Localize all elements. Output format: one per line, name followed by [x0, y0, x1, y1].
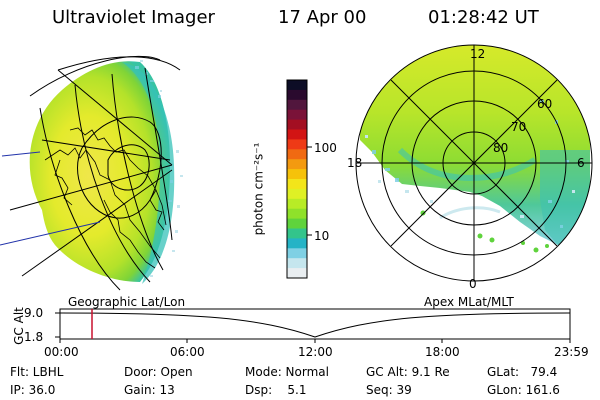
colorbar-segment [287, 188, 307, 200]
colorbar [287, 80, 307, 279]
geographic-label: Geographic Lat/Lon [68, 295, 186, 309]
colorbar-segment [287, 248, 307, 259]
colorbar-segment [287, 258, 307, 269]
polar-label-18: 18 [347, 156, 363, 170]
polar-label-12: 12 [470, 47, 486, 61]
app-title: Ultraviolet Imager [52, 7, 215, 28]
colorbar-segment [287, 179, 307, 190]
colorbar-segment [287, 208, 307, 220]
x-label-2359: 23:59 [554, 345, 589, 359]
filter-value: Flt: LBHL [10, 365, 64, 379]
colorbar-label-100: 100 [314, 141, 337, 155]
colorbar-label-10: 10 [314, 229, 330, 243]
mode-value: Mode: Normal [245, 365, 329, 379]
y-label-9: 9.0 [24, 306, 44, 320]
dsp-value: Dsp: 5.1 [245, 383, 307, 397]
polar-label-60: 60 [537, 97, 553, 111]
date-label: 17 Apr 00 [278, 7, 367, 28]
glat-value: GLat: 79.4 [487, 365, 558, 379]
colorbar-segment [287, 109, 307, 121]
timeline-plot [55, 308, 571, 343]
colorbar-segment [287, 129, 307, 140]
y-label-1-8: 1.8 [24, 330, 44, 344]
colorbar-segment [287, 228, 307, 239]
colorbar-segment [287, 238, 307, 249]
polar-plot [355, 44, 593, 282]
colorbar-segment [287, 159, 307, 170]
time-label: 01:28:42 UT [428, 7, 539, 28]
polar-label-70: 70 [511, 120, 527, 134]
apex-label: Apex MLat/MLT [424, 295, 514, 309]
colorbar-segment [287, 99, 307, 111]
x-label-0600: 06:00 [170, 345, 205, 359]
colorbar-segment [287, 89, 307, 101]
colorbar-segment [287, 80, 307, 91]
ip-value: IP: 36.0 [10, 383, 56, 397]
seq-value: Seq: 39 [366, 383, 412, 397]
door-value: Door: Open [124, 365, 193, 379]
colorbar-segment [287, 169, 307, 180]
colorbar-segment [287, 149, 307, 160]
gain-value: Gain: 13 [124, 383, 175, 397]
glon-value: GLon: 161.6 [487, 383, 560, 397]
x-label-1800: 18:00 [425, 345, 460, 359]
colorbar-unit-label: photon cm⁻²s⁻¹ [251, 142, 266, 236]
x-label-1200: 12:00 [298, 345, 333, 359]
polar-label-80: 80 [493, 141, 509, 155]
colorbar-segment [287, 218, 307, 229]
polar-label-6: 6 [577, 156, 585, 170]
x-label-0000: 00:00 [44, 345, 79, 359]
gc-alt-value: GC Alt: 9.1 Re [366, 365, 450, 379]
polar-label-0: 0 [469, 277, 477, 291]
colorbar-segment [287, 198, 307, 210]
earth-image [0, 55, 183, 291]
colorbar-segment [287, 139, 307, 150]
colorbar-segment [287, 119, 307, 130]
colorbar-segment [287, 268, 307, 279]
